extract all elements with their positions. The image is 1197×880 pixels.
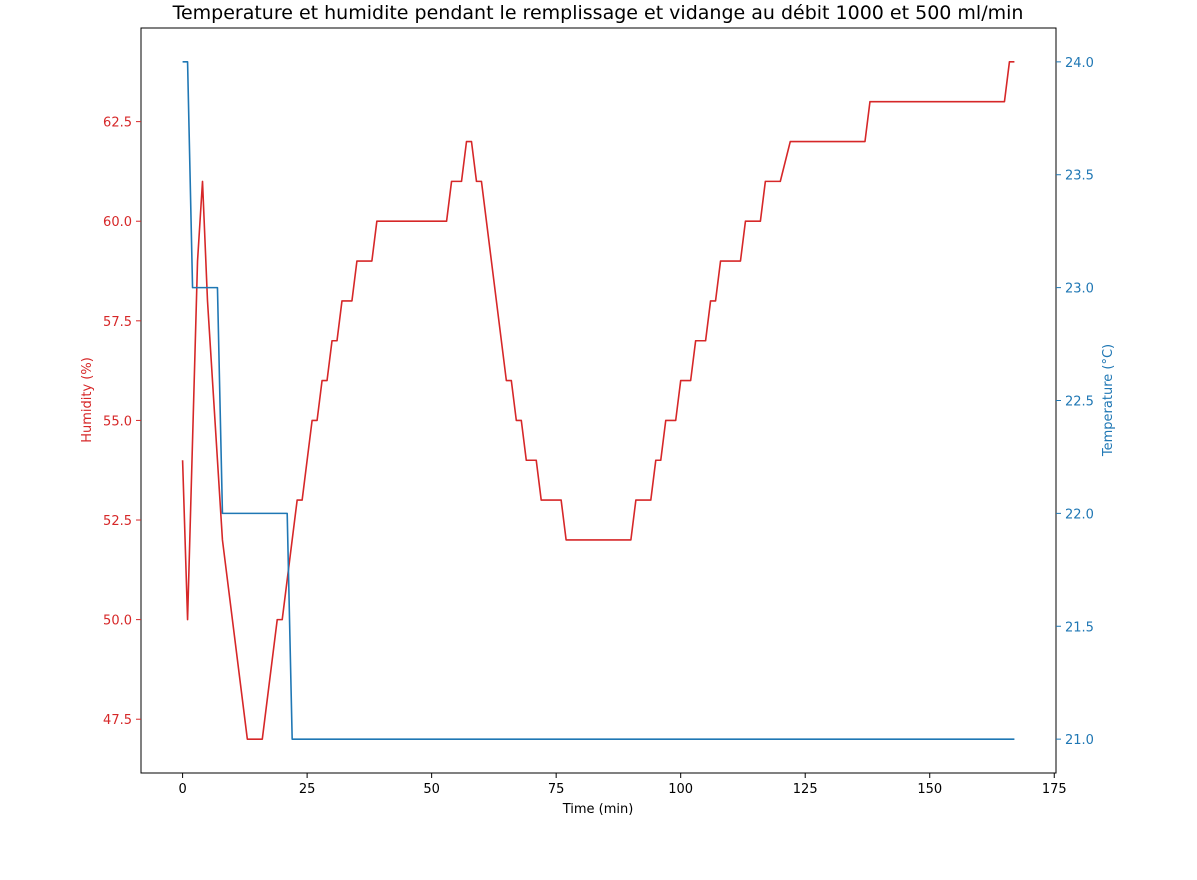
temperature-axis: 21.0 21.5 22.0 22.5 23.0 23.5 24.0 <box>1056 56 1094 748</box>
temperature-tick-label: 21.0 <box>1065 733 1094 748</box>
plot-frame <box>140 27 1057 774</box>
temperature-series-line <box>182 61 1015 740</box>
chart-title: Temperature et humidite pendant le rempl… <box>172 2 1024 24</box>
x-tick-label: 25 <box>299 782 316 797</box>
x-tick-label: 0 <box>178 782 186 797</box>
x-axis-label: Time (min) <box>562 802 634 817</box>
humidity-tick-label: 62.5 <box>103 116 132 131</box>
humidity-tick-label: 55.0 <box>103 414 132 429</box>
temperature-tick-label: 21.5 <box>1065 620 1094 635</box>
temperature-tick-label: 24.0 <box>1065 56 1094 71</box>
x-tick-label: 100 <box>668 782 693 797</box>
humidity-tick-label: 47.5 <box>103 713 132 728</box>
temperature-tick-label: 23.5 <box>1065 169 1094 184</box>
series-layer <box>181 61 1015 740</box>
x-tick-label: 75 <box>548 782 565 797</box>
x-tick-label: 175 <box>1042 782 1067 797</box>
x-tick-label: 50 <box>423 782 440 797</box>
x-tick-label: 125 <box>793 782 818 797</box>
humidity-axis-label: Humidity (%) <box>80 357 95 443</box>
temperature-tick-label: 22.0 <box>1065 507 1094 522</box>
humidity-series-line <box>181 61 1015 740</box>
humidity-tick-label: 52.5 <box>103 514 132 529</box>
x-tick-label: 150 <box>917 782 942 797</box>
humidity-axis: 47.5 50.0 52.5 55.0 57.5 60.0 62.5 <box>103 116 141 728</box>
temperature-tick-label: 23.0 <box>1065 282 1094 297</box>
temperature-axis-label: Temperature (°C) <box>1101 344 1116 457</box>
x-axis: 0 25 50 75 100 125 150 175 <box>178 773 1067 797</box>
temperature-tick-label: 22.5 <box>1065 395 1094 410</box>
humidity-tick-label: 60.0 <box>103 215 132 230</box>
humidity-tick-label: 57.5 <box>103 315 132 330</box>
humidity-tick-label: 50.0 <box>103 614 132 629</box>
